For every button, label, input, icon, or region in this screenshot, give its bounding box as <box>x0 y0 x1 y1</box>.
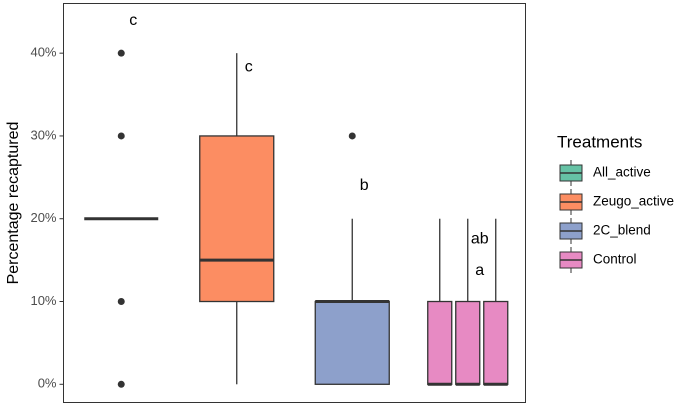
box <box>314 300 390 385</box>
significance-label: a <box>475 262 484 279</box>
significance-label: b <box>360 177 369 194</box>
y-tick-label: 40% <box>30 45 56 60</box>
y-axis-label: Percentage recaptured <box>5 122 22 285</box>
outlier <box>117 132 125 140</box>
outlier <box>348 132 356 140</box>
outlier <box>117 49 125 57</box>
box <box>483 300 509 385</box>
y-tick-label: 20% <box>30 210 56 225</box>
legend-label: Control <box>593 252 637 267</box>
legend-label: Zeugo_active <box>593 194 674 209</box>
y-tick-label: 10% <box>30 293 56 308</box>
legend-title: Treatments <box>557 132 642 151</box>
y-tick-label: 0% <box>38 376 57 391</box>
y-tick-label: 30% <box>30 127 56 142</box>
legend-label: All_active <box>593 165 651 180</box>
outlier <box>117 380 125 388</box>
box <box>427 300 453 385</box>
box <box>455 300 481 385</box>
legend-label: 2C_blend <box>593 223 651 238</box>
box <box>199 135 275 303</box>
significance-label: c <box>245 58 253 75</box>
outlier <box>117 298 125 306</box>
significance-label: ab <box>471 231 489 248</box>
significance-label: c <box>129 12 137 29</box>
